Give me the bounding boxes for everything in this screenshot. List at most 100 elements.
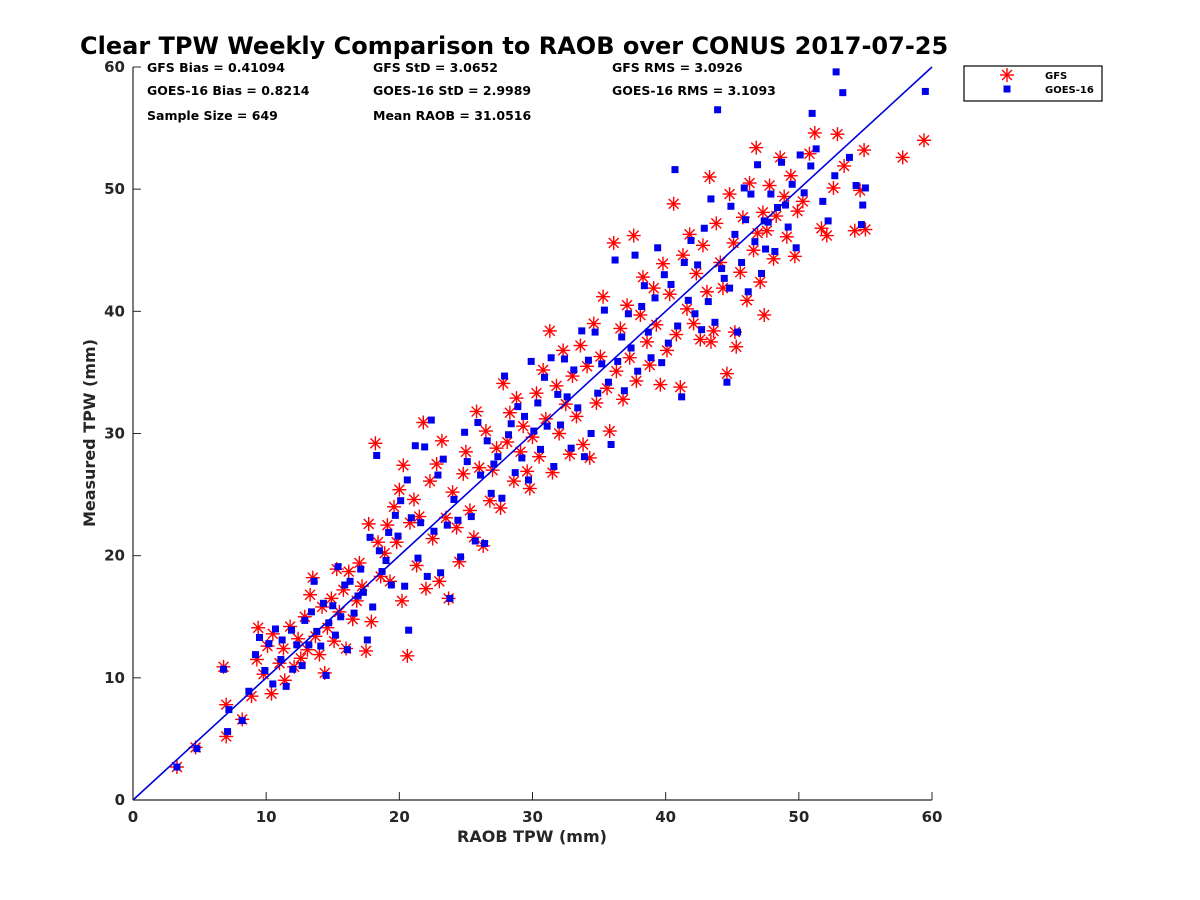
goes16-point <box>427 416 435 424</box>
goes16-point <box>443 521 451 529</box>
gfs-point <box>293 651 308 666</box>
gfs-point <box>722 187 737 202</box>
legend-gfs-mark <box>1000 68 1014 82</box>
goes16-point <box>788 180 796 188</box>
goes16-point <box>417 519 425 527</box>
gfs-point <box>609 364 624 379</box>
goes16-point <box>796 151 804 159</box>
gfs-point <box>656 256 671 271</box>
gfs-point <box>341 564 356 579</box>
goes16-point <box>521 412 529 420</box>
points-layer <box>169 68 932 775</box>
gfs-point <box>394 593 409 608</box>
goes16-point <box>852 182 860 190</box>
gfs-point <box>777 189 792 204</box>
gfs-point <box>729 339 744 354</box>
legend-box <box>963 65 1103 102</box>
gfs-point <box>749 140 764 155</box>
gfs-point <box>616 392 631 407</box>
goes16-point <box>394 532 402 540</box>
gfs-point <box>412 509 427 524</box>
legend-gfs-label: GFS <box>1045 71 1067 82</box>
gfs-point <box>549 378 564 393</box>
goes16-point <box>401 582 409 590</box>
goes16-point <box>540 373 548 381</box>
gfs-point <box>303 587 318 602</box>
gfs-point <box>432 574 447 589</box>
goes16-point <box>556 421 564 429</box>
gfs-point <box>400 648 415 663</box>
goes16-point <box>483 437 491 445</box>
goes16-point <box>477 471 485 479</box>
goes16-point <box>277 656 285 664</box>
goes16-point <box>698 326 706 334</box>
goes16-point <box>624 310 632 318</box>
goes16-point <box>607 440 615 448</box>
goes16-point <box>550 462 558 470</box>
goes16-point <box>471 537 479 545</box>
y-tick-label: 0 <box>115 791 125 809</box>
goes16-point <box>782 201 790 209</box>
goes16-point <box>707 195 715 203</box>
gfs-point <box>606 235 621 250</box>
goes16-point <box>720 274 728 282</box>
goes16-point <box>307 608 315 616</box>
x-tick-label: 0 <box>128 808 138 826</box>
gfs-point <box>755 205 770 220</box>
goes16-point <box>354 592 362 600</box>
goes16-point <box>490 460 498 468</box>
y-tick-label: 60 <box>104 58 125 76</box>
goes16-point <box>627 344 635 352</box>
goes16-point <box>271 625 279 633</box>
gfs-point <box>509 391 524 406</box>
gfs-point <box>276 641 291 656</box>
gfs-point <box>757 307 772 322</box>
gfs-point <box>586 316 601 331</box>
gfs-point <box>449 520 464 535</box>
gfs-point <box>493 501 508 516</box>
goes16-point <box>501 372 509 380</box>
goes16-point <box>289 665 297 673</box>
goes16-point <box>824 217 832 225</box>
goes16-point <box>454 516 462 524</box>
goes16-point <box>638 302 646 310</box>
goes16-point <box>536 445 544 453</box>
gfs-point <box>819 228 834 243</box>
goes16-point <box>859 201 867 209</box>
goes16-point <box>598 360 606 368</box>
sample-size-text: Sample Size = 649 <box>147 108 278 123</box>
goes16-point <box>319 599 327 607</box>
goes16-point <box>774 203 782 211</box>
goes16-point <box>807 162 815 170</box>
x-tick-label: 20 <box>389 808 410 826</box>
goes16-point <box>252 651 260 659</box>
gfs-point <box>739 293 754 308</box>
y-tick-label: 10 <box>104 669 125 687</box>
goes16-point <box>391 511 399 519</box>
gfs-point <box>917 133 932 148</box>
goes16-point <box>578 327 586 335</box>
gfs-point <box>666 196 681 211</box>
gfs-point <box>759 223 774 238</box>
goes16-point <box>293 641 301 649</box>
goes16-point <box>574 404 582 412</box>
gfs-point <box>686 316 701 331</box>
goes16-point <box>618 333 626 341</box>
goes16-point <box>439 455 447 463</box>
gfs-point <box>478 424 493 439</box>
goes16-point <box>527 357 535 365</box>
x-tick-label: 40 <box>655 808 676 826</box>
goes16-point <box>193 745 201 753</box>
goes16-point <box>245 687 253 695</box>
gfs-point <box>529 386 544 401</box>
goes16-point <box>762 245 770 253</box>
gfs-point <box>622 350 637 365</box>
gfs-point <box>702 169 717 184</box>
goes16-point <box>225 706 233 714</box>
goes16-point <box>322 671 330 679</box>
gfs-point <box>409 558 424 573</box>
gfs-point <box>807 125 822 140</box>
gfs-point <box>646 281 661 296</box>
goes16-point <box>831 172 839 180</box>
plot-area: 0 10 20 30 40 50 60 0 10 20 30 40 50 60 <box>104 58 942 826</box>
